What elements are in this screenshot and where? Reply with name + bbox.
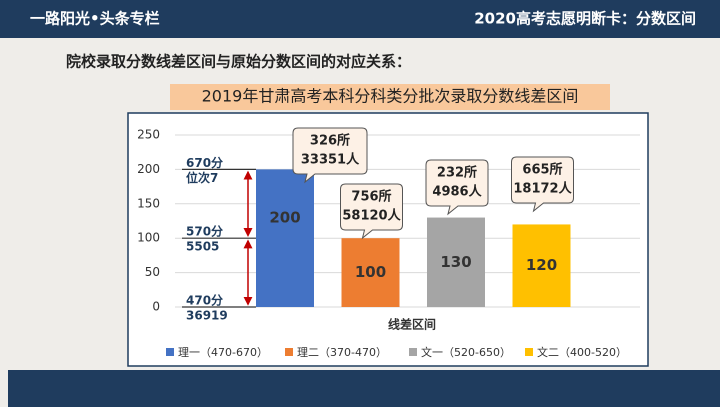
value-label: 200	[269, 209, 300, 227]
y-tick-label: 150	[137, 196, 160, 210]
callout-box	[511, 156, 574, 213]
legend-label: 理一（470-670）	[178, 346, 268, 359]
callout-text: 326所	[310, 133, 350, 149]
score-label: 470分	[186, 293, 223, 308]
header-right: 2020高考志愿明断卡：分数区间	[474, 10, 696, 28]
score-label: 36919	[186, 309, 228, 323]
x-axis-label: 线差区间	[388, 317, 436, 332]
value-label: 120	[526, 256, 557, 274]
callout-text: 58120人	[342, 208, 401, 224]
score-label: 5505	[186, 240, 219, 254]
header-bar	[0, 0, 720, 38]
y-tick-label: 200	[137, 162, 160, 176]
score-label: 位次7	[186, 170, 218, 185]
value-label: 130	[440, 253, 471, 271]
bar	[512, 224, 571, 307]
legend-label: 文一（520-650）	[421, 345, 511, 359]
score-label: 670分	[186, 155, 223, 170]
score-label: 570分	[186, 224, 223, 239]
legend-label: 文二（400-520）	[537, 345, 627, 359]
callout-text: 33351人	[301, 152, 360, 168]
bar	[256, 169, 314, 307]
footer-bar	[8, 370, 720, 407]
legend-swatch	[525, 348, 533, 356]
callout-text: 232所	[437, 165, 477, 181]
legend-swatch	[166, 348, 174, 356]
legend-label: 理二（370-470）	[297, 346, 387, 359]
callout-text: 4986人	[432, 184, 482, 200]
callout-text: 18172人	[513, 181, 572, 197]
y-tick-label: 250	[137, 128, 160, 142]
callout-box	[425, 159, 489, 216]
value-label: 100	[355, 263, 386, 281]
legend-swatch	[285, 348, 293, 356]
bar	[341, 238, 400, 307]
callout-box	[340, 183, 403, 240]
header-left: 一路阳光•头条专栏	[30, 10, 160, 28]
bar	[427, 217, 485, 307]
y-tick-label: 100	[137, 231, 160, 245]
y-tick-label: 50	[145, 265, 160, 279]
chart-title: 2019年甘肃高考本科分科类分批次录取分数线差区间	[202, 87, 579, 106]
title-highlight	[170, 84, 610, 110]
callout-box	[292, 127, 368, 184]
heading: 院校录取分数线差区间与原始分数区间的对应关系：	[66, 53, 411, 71]
callout-text: 665所	[522, 162, 562, 178]
y-tick-label: 0	[152, 300, 160, 314]
callout-text: 756所	[351, 189, 391, 205]
legend-swatch	[409, 348, 417, 356]
